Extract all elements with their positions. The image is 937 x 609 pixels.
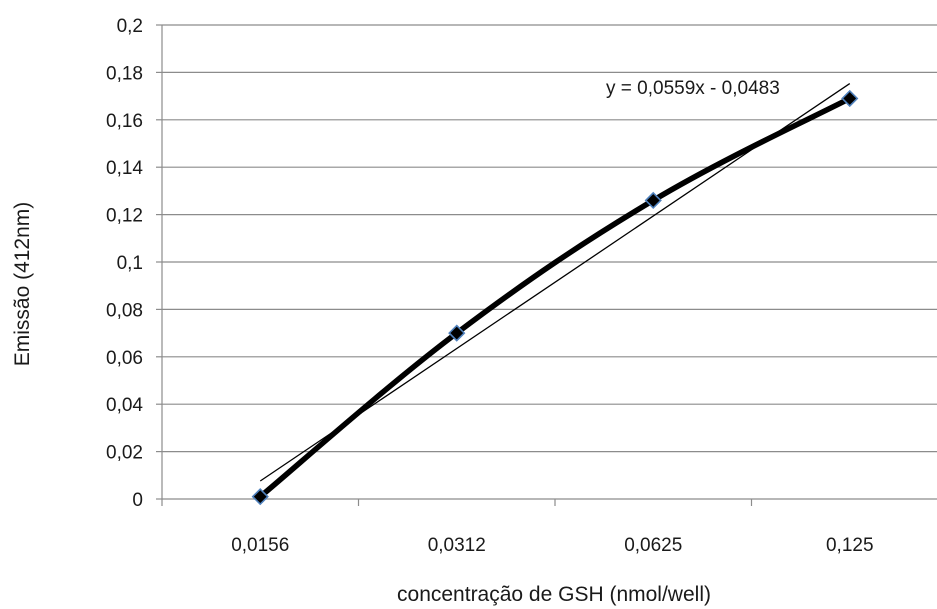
trendline-equation: y = 0,0559x - 0,0483 (606, 78, 780, 99)
x-tick-label: 0,0625 (624, 535, 682, 556)
data-point-marker (251, 487, 269, 506)
x-tick-label: 0,125 (826, 535, 874, 556)
x-tick-label: 0,0312 (428, 535, 486, 556)
markers-layer (251, 89, 859, 506)
y-tick-labels: 0 0,02 0,04 0,06 0,08 0,1 0,12 0,14 0,16 0,18 0,2 (106, 16, 143, 511)
y-tick-label: 0,08 (106, 300, 143, 321)
y-tick-label: 0,16 (106, 111, 143, 132)
series-layer (257, 95, 853, 500)
x-tick-labels: 0,0156 0,0312 0,0625 0,125 (231, 535, 873, 556)
y-tick-label: 0,2 (117, 16, 143, 37)
data-point-marker (644, 191, 662, 210)
y-tick-label: 0,02 (106, 443, 143, 464)
y-tick-label: 0,06 (106, 348, 143, 369)
y-tick-label: 0,18 (106, 63, 143, 84)
x-tick-label: 0,0156 (231, 535, 289, 556)
data-point-marker (448, 324, 466, 342)
y-axis-title: Emissão (412nm) (11, 202, 34, 367)
series-line (257, 95, 853, 500)
y-tick-label: 0,04 (106, 395, 143, 416)
data-point-marker (841, 89, 859, 108)
y-tick-label: 0,14 (106, 158, 143, 179)
y-tick-label: 0 (132, 490, 143, 511)
x-axis-title: concentração de GSH (nmol/well) (397, 583, 711, 606)
y-tick-label: 0,1 (117, 253, 143, 274)
y-tick-label: 0,12 (106, 206, 143, 227)
axes (156, 24, 937, 506)
gridlines (162, 24, 937, 453)
